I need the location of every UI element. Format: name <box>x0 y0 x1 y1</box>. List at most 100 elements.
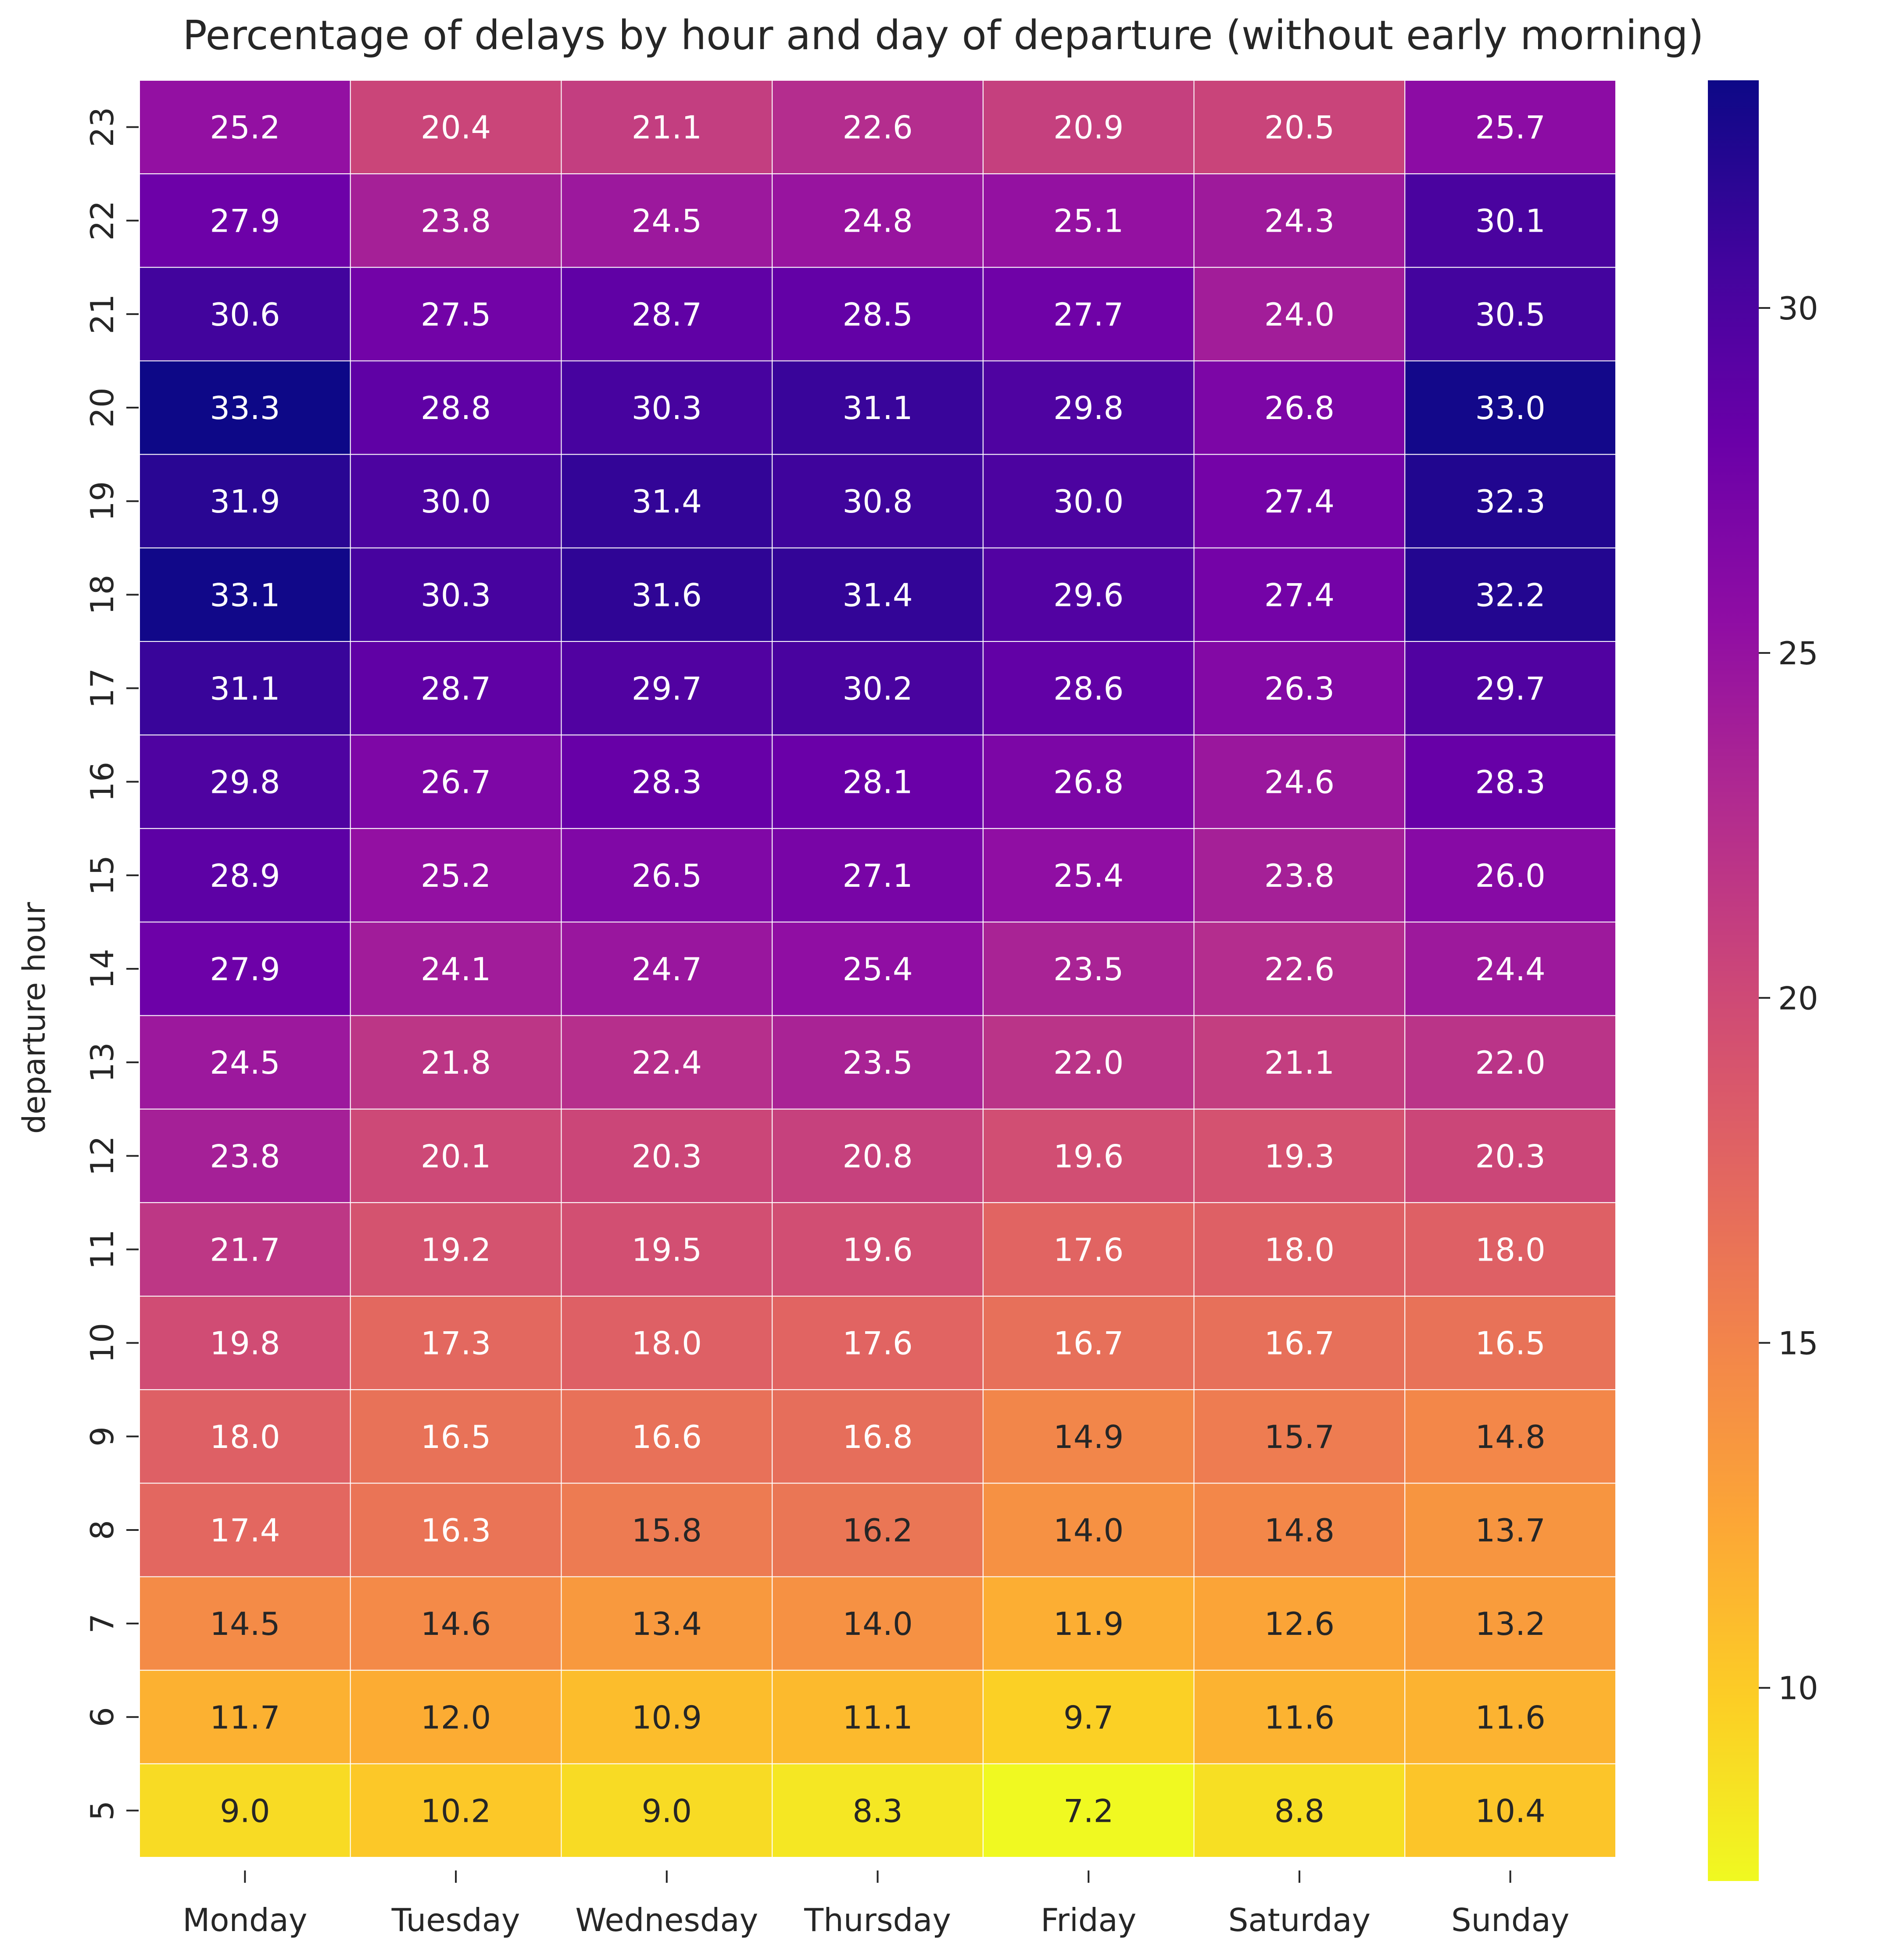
cell-value-label: 18.0 <box>1264 1231 1335 1268</box>
colorbar-tick-label: 10 <box>1778 1670 1818 1707</box>
y-tick-label: 16 <box>84 762 121 802</box>
heatmap-cell <box>1404 1763 1616 1858</box>
heatmap-cell <box>561 641 773 736</box>
heatmap-cell <box>982 1483 1195 1577</box>
heatmap-cell <box>1193 1108 1406 1203</box>
cell-value-label: 33.1 <box>210 577 280 613</box>
cell-value-label: 15.8 <box>632 1512 702 1549</box>
cell-value-label: 22.4 <box>632 1044 702 1081</box>
cell-value-label: 12.6 <box>1264 1605 1335 1642</box>
cell-value-label: 20.9 <box>1053 109 1124 146</box>
heatmap-cell <box>1404 641 1616 736</box>
x-axis-ticks: Monday Tuesday Wednesday Thursday Friday Satu… <box>183 1870 1569 1939</box>
cell-value-label: 12.0 <box>421 1699 491 1736</box>
cell-value-label: 30.3 <box>632 390 702 426</box>
heatmap-cell <box>350 735 562 829</box>
cell-value-label: 31.9 <box>210 483 280 520</box>
heatmap-cell <box>982 1389 1195 1484</box>
heatmap-cell <box>561 80 773 175</box>
cell-value-label: 25.1 <box>1053 203 1124 240</box>
cell-value-label: 24.0 <box>1264 296 1335 333</box>
cell-value-label: 26.3 <box>1264 670 1335 707</box>
cell-value-label: 28.9 <box>210 857 280 894</box>
heatmap-cell <box>350 360 562 455</box>
cell-value-label: 28.6 <box>1053 670 1124 707</box>
x-tick-label: Wednesday <box>575 1902 758 1939</box>
heatmap-cell <box>982 1576 1195 1671</box>
y-tick-label: 22 <box>84 201 121 241</box>
cell-value-label: 9.7 <box>1063 1699 1114 1736</box>
heatmap-cell <box>1193 267 1406 362</box>
heatmap-cell <box>1404 1483 1616 1577</box>
heatmap-cell <box>350 267 562 362</box>
y-tick-label: 20 <box>84 387 121 428</box>
cell-value-label: 11.7 <box>210 1699 280 1736</box>
cell-value-label: 16.6 <box>632 1419 702 1455</box>
cell-value-label: 27.9 <box>210 951 280 988</box>
cell-value-label: 31.6 <box>632 577 702 613</box>
cell-value-label: 30.5 <box>1475 296 1545 333</box>
cell-value-label: 19.6 <box>1053 1138 1124 1175</box>
cell-value-label: 18.0 <box>1475 1231 1545 1268</box>
cell-value-label: 27.4 <box>1264 577 1335 613</box>
cell-value-label: 14.5 <box>210 1605 280 1642</box>
heatmap-cell <box>1193 1296 1406 1390</box>
cell-value-label: 16.5 <box>1475 1325 1545 1362</box>
colorbar-gradient <box>1708 80 1759 1881</box>
y-tick-label: 12 <box>84 1136 121 1176</box>
heatmap-cell <box>561 1576 773 1671</box>
heatmap-cell <box>982 1108 1195 1203</box>
cell-value-label: 14.9 <box>1053 1419 1124 1455</box>
heatmap-cells <box>139 80 1616 1858</box>
heatmap-cell <box>561 1202 773 1297</box>
y-tick-label: 23 <box>84 107 121 147</box>
heatmap-cell <box>772 1015 984 1110</box>
cell-value-label: 18.0 <box>210 1419 280 1455</box>
y-axis-label: departure hour <box>16 902 52 1134</box>
cell-value-label: 28.5 <box>842 296 913 333</box>
cell-value-label: 13.4 <box>632 1605 702 1642</box>
heatmap-cell <box>1404 360 1616 455</box>
heatmap-cell <box>350 1483 562 1577</box>
heatmap-cell <box>1404 547 1616 642</box>
heatmap-cell <box>982 735 1195 829</box>
heatmap-cell <box>772 267 984 362</box>
cell-value-label: 22.6 <box>1264 951 1335 988</box>
cell-value-label: 23.5 <box>842 1044 913 1081</box>
heatmap-cell <box>982 1015 1195 1110</box>
cell-value-label: 16.5 <box>421 1419 491 1455</box>
heatmap-cell <box>561 1389 773 1484</box>
heatmap-cell <box>982 267 1195 362</box>
cell-value-label: 13.2 <box>1475 1605 1545 1642</box>
heatmap-cell <box>1193 921 1406 1016</box>
y-tick-label: 6 <box>84 1707 121 1727</box>
cell-value-label: 22.0 <box>1475 1044 1545 1081</box>
cell-value-label: 30.6 <box>210 296 280 333</box>
y-tick-label: 15 <box>84 855 121 896</box>
cell-value-label: 20.4 <box>421 109 491 146</box>
cell-value-label: 17.6 <box>1053 1231 1124 1268</box>
cell-value-label: 10.9 <box>632 1699 702 1736</box>
cell-value-label: 21.1 <box>1264 1044 1335 1081</box>
x-tick-label: Tuesday <box>391 1902 520 1939</box>
cell-value-label: 10.4 <box>1475 1792 1545 1829</box>
cell-value-label: 29.8 <box>1053 390 1124 426</box>
cell-value-label: 25.7 <box>1475 109 1545 146</box>
cell-value-label: 15.7 <box>1264 1419 1335 1455</box>
heatmap-cell <box>350 1015 562 1110</box>
heatmap-cell <box>561 735 773 829</box>
cell-value-label: 25.2 <box>210 109 280 146</box>
cell-value-label: 23.8 <box>210 1138 280 1175</box>
cell-value-label: 26.0 <box>1475 857 1545 894</box>
cell-value-label: 29.7 <box>1475 670 1545 707</box>
cell-value-label: 23.5 <box>1053 951 1124 988</box>
colorbar-tick-label: 30 <box>1778 290 1818 327</box>
cell-value-label: 32.3 <box>1475 483 1545 520</box>
cell-value-label: 16.8 <box>842 1419 913 1455</box>
heatmap-cell <box>1404 80 1616 175</box>
heatmap-cell <box>139 1483 351 1577</box>
cell-value-label: 24.3 <box>1264 203 1335 240</box>
cell-value-label: 24.4 <box>1475 951 1545 988</box>
heatmap-cell <box>982 1202 1195 1297</box>
